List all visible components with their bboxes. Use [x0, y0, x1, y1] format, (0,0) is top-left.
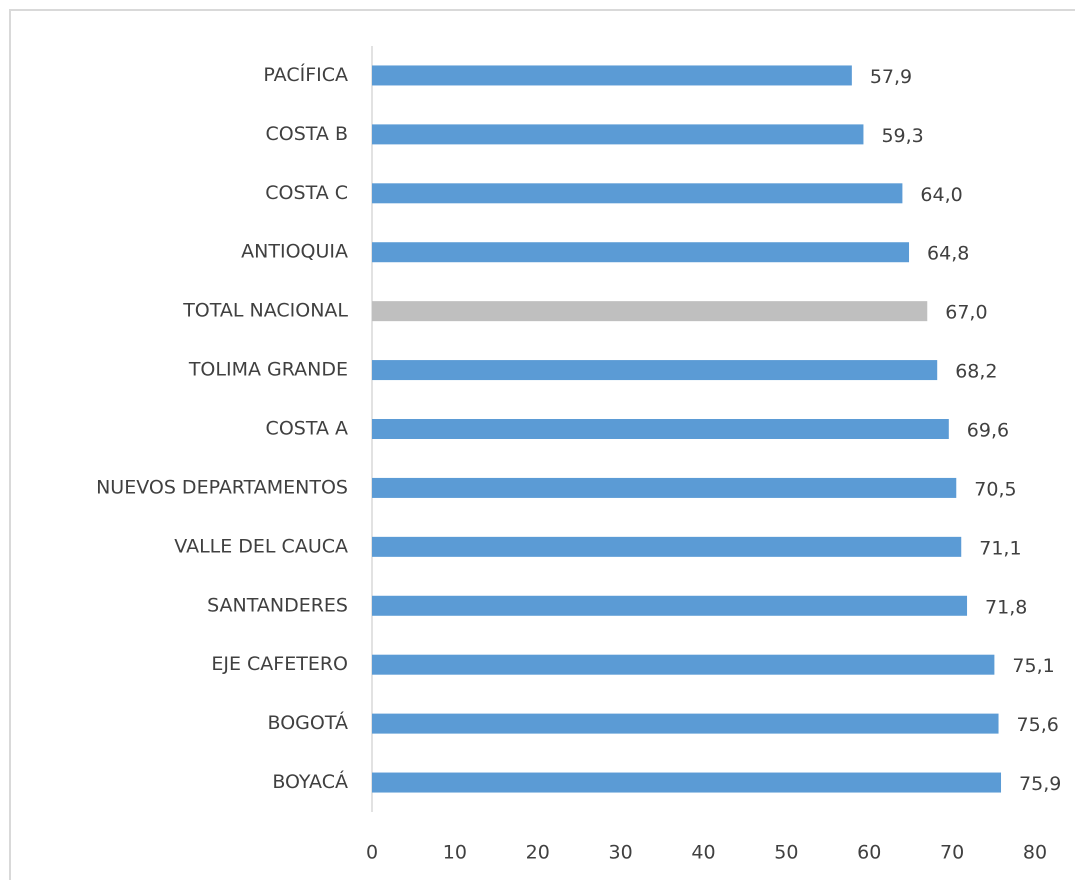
x-tick-label: 10 [443, 842, 467, 864]
bar [372, 65, 852, 86]
y-tick-label: EJE CAFETERO [211, 653, 348, 675]
y-tick-label: NUEVOS DEPARTAMENTOS [96, 476, 348, 498]
bar [372, 301, 928, 322]
y-tick-label: COSTA C [265, 182, 348, 204]
bar [372, 654, 995, 675]
data-label: 64,8 [927, 243, 969, 265]
data-label: 70,5 [974, 478, 1016, 500]
y-tick-label: TOLIMA GRANDE [188, 359, 348, 381]
data-label: 59,3 [881, 125, 923, 147]
x-tick-label: 20 [526, 842, 550, 864]
bar [372, 595, 968, 616]
x-tick-label: 40 [691, 842, 715, 864]
bar [372, 477, 957, 498]
data-label: 69,6 [967, 420, 1009, 442]
data-label: 68,2 [955, 361, 997, 383]
bar [372, 242, 910, 263]
y-tick-label: BOGOTÁ [268, 711, 348, 734]
data-label: 64,0 [920, 184, 962, 206]
x-tick-label: 70 [940, 842, 964, 864]
y-tick-label: ANTIOQUIA [241, 241, 348, 263]
x-tick-label: 30 [609, 842, 633, 864]
bar [372, 536, 962, 557]
y-tick-label: COSTA A [266, 418, 348, 440]
y-tick-label: BOYACÁ [272, 770, 348, 793]
data-label: 71,1 [979, 537, 1021, 559]
x-tick-label: 60 [857, 842, 881, 864]
data-label: 75,1 [1012, 655, 1054, 677]
y-tick-label: TOTAL NACIONAL [182, 300, 348, 322]
y-tick-label: SANTANDERES [207, 594, 348, 616]
data-label: 71,8 [985, 596, 1027, 618]
data-label: 67,0 [945, 302, 987, 324]
data-label: 75,9 [1019, 773, 1061, 795]
x-tick-label: 50 [774, 842, 798, 864]
x-tick-label: 80 [1023, 842, 1047, 864]
data-label: 75,6 [1017, 714, 1059, 736]
x-tick-label: 0 [366, 842, 378, 864]
y-tick-label: COSTA B [266, 123, 349, 145]
bar [372, 183, 903, 204]
data-label: 57,9 [870, 66, 912, 88]
y-tick-label: PACÍFICA [263, 63, 348, 86]
chart-frame [9, 9, 1075, 880]
bar [372, 419, 949, 439]
y-tick-label: VALLE DEL CAUCA [174, 535, 348, 557]
bar [372, 124, 864, 145]
bar [372, 713, 999, 734]
bar [372, 360, 938, 381]
bar [372, 772, 1002, 793]
